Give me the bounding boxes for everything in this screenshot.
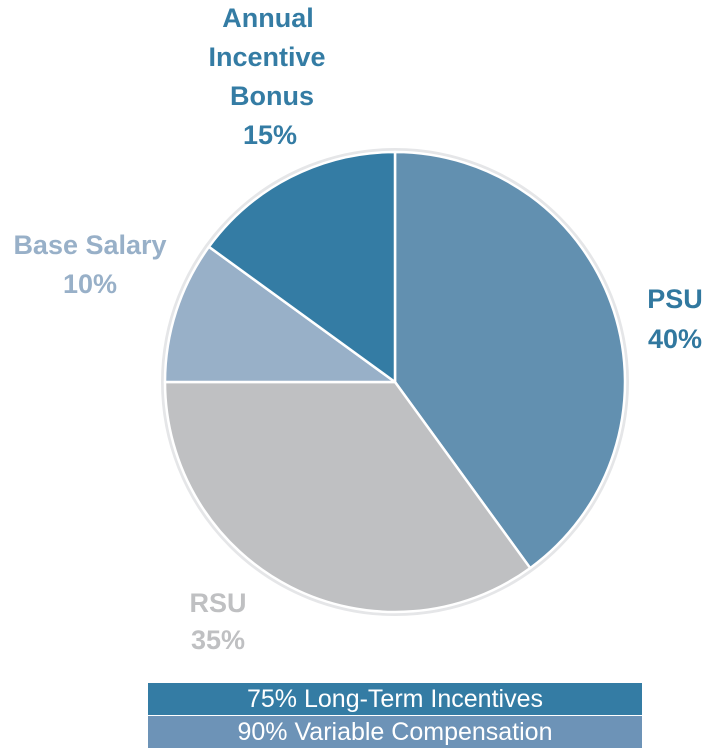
rsu-label: RSU bbox=[189, 588, 246, 618]
annual-incentive-bonus-label-line: Bonus bbox=[230, 81, 314, 111]
base-salary-percentage: 10% bbox=[63, 269, 117, 299]
annual-incentive-bonus-label-line: Incentive bbox=[208, 42, 325, 72]
base-salary-label: Base Salary bbox=[13, 230, 166, 260]
psu-percentage: 40% bbox=[648, 324, 702, 354]
pie-slice-base-salary bbox=[163, 245, 397, 384]
rsu-percentage: 35% bbox=[191, 625, 245, 655]
annual-incentive-bonus-percentage: 15% bbox=[243, 120, 297, 150]
pie-outer-ring bbox=[161, 148, 629, 616]
pie-slice-annual-incentive-bonus bbox=[207, 150, 397, 384]
long-term-incentives-banner: 75% Long-Term Incentives bbox=[148, 683, 642, 715]
pie-slice-rsu bbox=[163, 380, 532, 614]
annual-incentive-bonus-label: Annual Incentive Bonus bbox=[208, 3, 325, 111]
annual-incentive-bonus-label-line: Annual bbox=[222, 3, 314, 33]
variable-compensation-banner: 90% Variable Compensation bbox=[148, 716, 642, 748]
psu-label: PSU bbox=[647, 284, 703, 314]
pie-slice-psu bbox=[393, 150, 627, 570]
